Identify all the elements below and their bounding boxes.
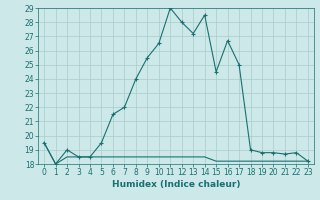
X-axis label: Humidex (Indice chaleur): Humidex (Indice chaleur)	[112, 180, 240, 189]
